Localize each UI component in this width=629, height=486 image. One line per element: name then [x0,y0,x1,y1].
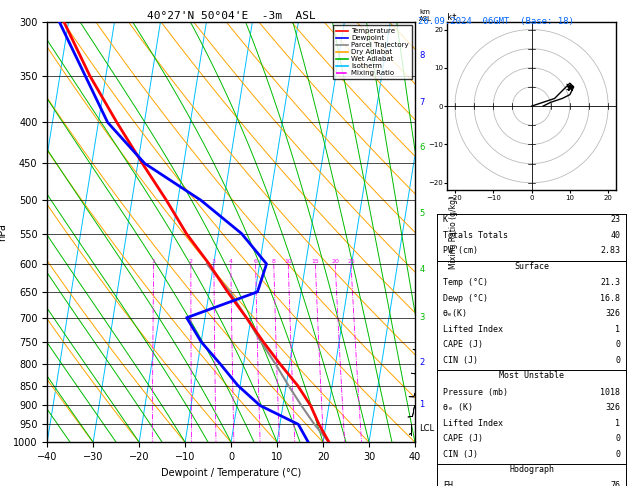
Text: 6: 6 [253,259,257,264]
Text: 8: 8 [419,51,425,60]
Text: Mixing Ratio (g/kg): Mixing Ratio (g/kg) [449,195,459,269]
Text: 326: 326 [605,403,620,412]
Text: 8: 8 [272,259,276,264]
Text: km
ASL: km ASL [419,9,432,22]
Text: Pressure (mb): Pressure (mb) [443,387,508,397]
Text: Temp (°C): Temp (°C) [443,278,488,287]
Text: 40: 40 [610,231,620,240]
Text: 25: 25 [347,259,355,264]
Text: 0: 0 [615,434,620,443]
Text: CIN (J): CIN (J) [443,356,478,364]
Text: 4: 4 [419,264,425,274]
Text: 20: 20 [331,259,339,264]
Text: 326: 326 [605,309,620,318]
Text: 1018: 1018 [600,387,620,397]
Text: 21.3: 21.3 [600,278,620,287]
Text: 6: 6 [419,143,425,152]
Text: 2: 2 [419,358,425,366]
Text: 0: 0 [615,450,620,459]
Text: 7: 7 [419,98,425,107]
Text: PW (cm): PW (cm) [443,246,478,255]
Y-axis label: hPa: hPa [0,223,8,241]
Text: Totals Totals: Totals Totals [443,231,508,240]
Text: Most Unstable: Most Unstable [499,371,564,380]
Text: LCL: LCL [419,423,434,433]
Title: 40°27'N 50°04'E  -3m  ASL: 40°27'N 50°04'E -3m ASL [147,11,316,21]
Text: 10: 10 [284,259,292,264]
Text: 2.83: 2.83 [600,246,620,255]
Text: kt: kt [447,13,457,22]
Text: Hodograph: Hodograph [509,465,554,474]
Text: Surface: Surface [514,261,549,271]
Text: 0: 0 [615,340,620,349]
Text: Dewp (°C): Dewp (°C) [443,294,488,303]
Text: 1: 1 [419,400,425,409]
Text: CAPE (J): CAPE (J) [443,340,483,349]
Text: θₑ(K): θₑ(K) [443,309,468,318]
Text: 23: 23 [610,215,620,224]
X-axis label: Dewpoint / Temperature (°C): Dewpoint / Temperature (°C) [161,468,301,478]
Text: 3: 3 [212,259,216,264]
Text: 0: 0 [615,356,620,364]
Text: 1: 1 [615,418,620,428]
Text: Lifted Index: Lifted Index [443,418,503,428]
Text: K: K [443,215,448,224]
Text: 26.09.2024  06GMT  (Base: 18): 26.09.2024 06GMT (Base: 18) [418,17,574,26]
Text: 16.8: 16.8 [600,294,620,303]
Text: 1: 1 [152,259,155,264]
Text: 3: 3 [419,313,425,322]
Text: Lifted Index: Lifted Index [443,325,503,333]
Text: 2: 2 [189,259,193,264]
Legend: Temperature, Dewpoint, Parcel Trajectory, Dry Adiabat, Wet Adiabat, Isotherm, Mi: Temperature, Dewpoint, Parcel Trajectory… [333,25,411,79]
Text: CIN (J): CIN (J) [443,450,478,459]
Text: 76: 76 [610,482,620,486]
Text: 1: 1 [615,325,620,333]
Text: θₑ (K): θₑ (K) [443,403,473,412]
Text: 15: 15 [311,259,320,264]
Text: 4: 4 [229,259,233,264]
Text: 5: 5 [419,209,425,218]
Text: CAPE (J): CAPE (J) [443,434,483,443]
Text: EH: EH [443,482,453,486]
